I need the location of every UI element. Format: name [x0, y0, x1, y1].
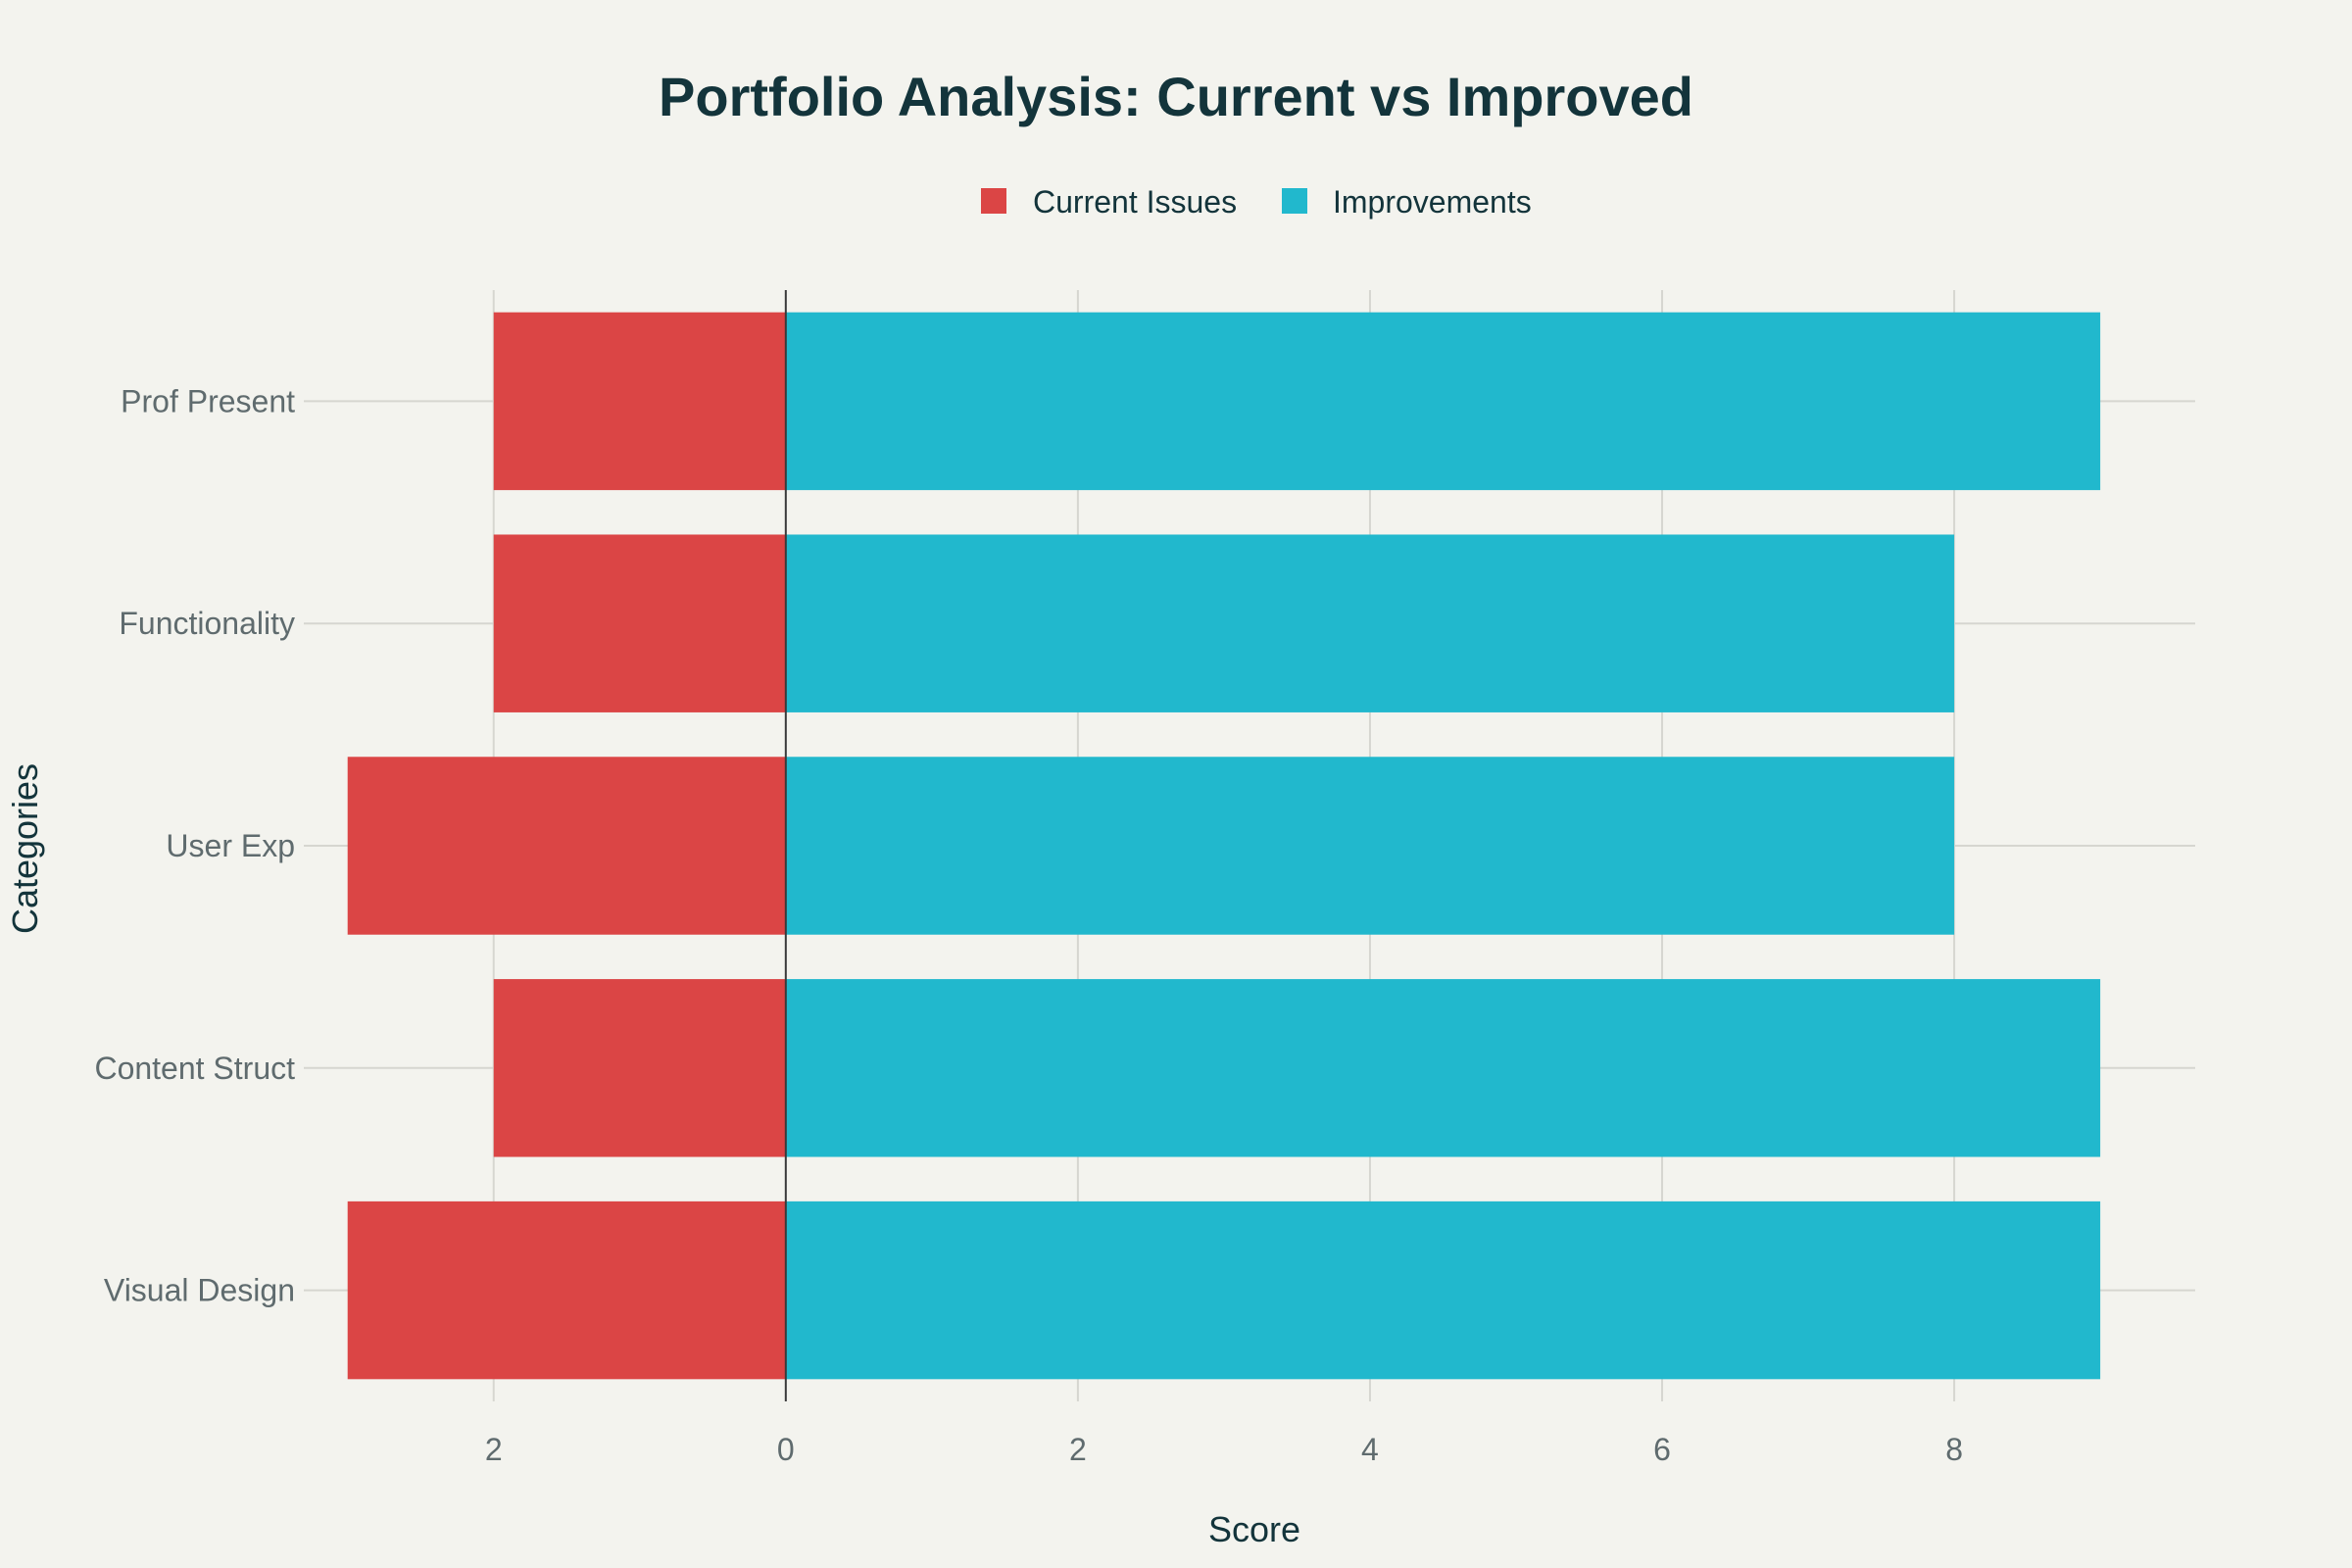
bar-current-issues-functionality — [493, 534, 786, 712]
bar-current-issues-user-exp — [347, 757, 786, 935]
y-tick-label: User Exp — [166, 828, 295, 863]
legend-label-improvements: Improvements — [1333, 184, 1532, 220]
x-tick-label: 2 — [1069, 1432, 1087, 1467]
bar-improvements-visual-design — [785, 1200, 2101, 1380]
y-tick-label: Visual Design — [104, 1273, 295, 1308]
x-axis-ticks: 2 0 2 4 6 8 — [485, 1432, 1963, 1467]
bar-improvements-prof-present — [785, 312, 2101, 491]
bar-current-issues-prof-present — [493, 312, 786, 491]
y-tick-label: Functionality — [119, 606, 295, 641]
legend-label-current-issues: Current Issues — [1033, 184, 1237, 220]
y-tick-label: Prof Present — [121, 383, 295, 418]
bar-improvements-content-struct — [785, 979, 2101, 1157]
legend-swatch-improvements — [1282, 188, 1307, 214]
y-tick-label: Content Struct — [94, 1051, 295, 1086]
x-tick-label: 8 — [1945, 1432, 1963, 1467]
bars — [347, 312, 2101, 1380]
bar-current-issues-content-struct — [493, 979, 786, 1157]
x-tick-label: 2 — [485, 1432, 503, 1467]
y-axis-ticks: Visual Design Content Struct User Exp Funct… — [94, 383, 295, 1307]
chart-title: Portfolio Analysis: Current vs Improved — [659, 66, 1693, 127]
x-axis-title: Score — [1208, 1509, 1300, 1549]
y-axis-title: Categories — [5, 763, 45, 934]
x-tick-label: 4 — [1361, 1432, 1379, 1467]
bar-improvements-functionality — [785, 534, 1955, 712]
legend-swatch-current-issues — [981, 188, 1006, 214]
bar-current-issues-visual-design — [347, 1200, 786, 1380]
x-tick-label: 6 — [1653, 1432, 1671, 1467]
legend: Current Issues Improvements — [981, 184, 1532, 220]
x-tick-label: 0 — [777, 1432, 795, 1467]
bar-improvements-user-exp — [785, 757, 1955, 935]
